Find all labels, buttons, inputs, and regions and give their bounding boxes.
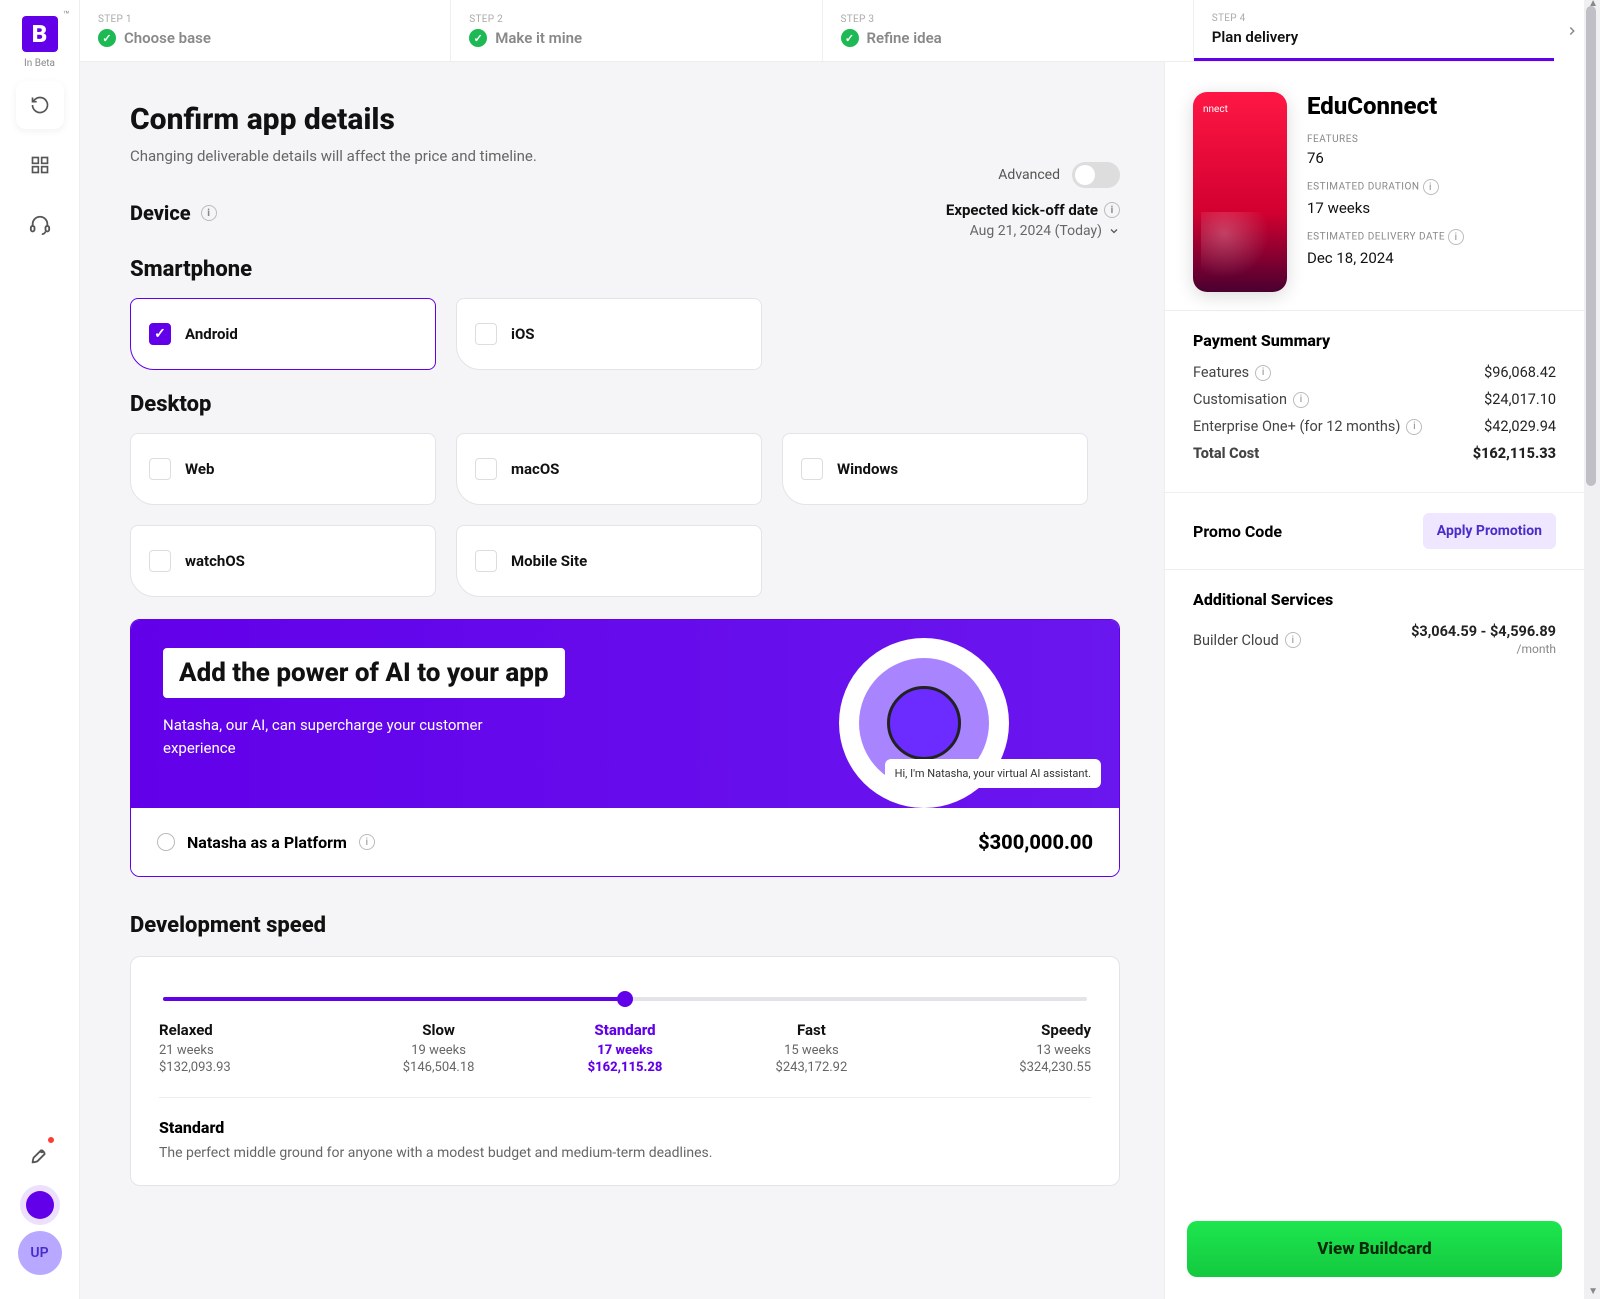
kickoff-date-picker[interactable]: Aug 21, 2024 (Today)	[946, 223, 1120, 239]
check-icon: ✓	[98, 29, 116, 47]
checkbox-icon	[149, 550, 171, 572]
ai-option-label: Natasha as a Platform	[187, 833, 347, 852]
support-button[interactable]	[16, 201, 64, 249]
advanced-toggle-row: Advanced	[998, 162, 1120, 188]
speed-tier-fast[interactable]: Fast 15 weeks $243,172.92	[718, 1021, 904, 1075]
line-enterprise-value: $42,029.94	[1484, 418, 1556, 435]
device-option-mobilesite[interactable]: Mobile Site	[456, 525, 762, 597]
check-icon: ✓	[469, 29, 487, 47]
undo-icon	[30, 95, 50, 115]
speed-card: Relaxed 21 weeks $132,093.93 Slow 19 wee…	[130, 956, 1120, 1186]
duration-value: 17 weeks	[1307, 199, 1464, 217]
launch-button[interactable]	[16, 1131, 64, 1179]
assistant-orb[interactable]	[26, 1191, 54, 1219]
device-option-android[interactable]: ✓ Android	[130, 298, 436, 370]
speed-tier-slow[interactable]: Slow 19 weeks $146,504.18	[345, 1021, 531, 1075]
step-refine-idea[interactable]: STEP 3 ✓Refine idea	[823, 0, 1194, 61]
page-title: Confirm app details	[130, 102, 1120, 137]
check-icon: ✓	[841, 29, 859, 47]
rocket-icon	[29, 1144, 51, 1166]
chevron-right-icon	[1565, 24, 1579, 38]
delivery-label: ESTIMATED DELIVERY DATE i	[1307, 229, 1464, 245]
speed-tier-standard[interactable]: Standard 17 weeks $162,115.28	[532, 1021, 718, 1075]
speed-selected-name: Standard	[159, 1118, 1091, 1137]
undo-button[interactable]	[16, 81, 64, 129]
checkbox-icon	[475, 550, 497, 572]
line-total-value: $162,115.33	[1473, 445, 1556, 462]
smartphone-title: Smartphone	[130, 257, 1120, 282]
beta-badge: In Beta	[24, 58, 55, 69]
info-icon[interactable]: i	[1104, 202, 1120, 218]
checkbox-icon	[475, 323, 497, 345]
scrollbar-thumb[interactable]	[1586, 6, 1596, 486]
delivery-value: Dec 18, 2024	[1307, 249, 1464, 267]
info-icon[interactable]: i	[1423, 179, 1439, 195]
checkbox-icon: ✓	[149, 323, 171, 345]
slider-thumb[interactable]	[617, 991, 633, 1007]
ai-banner-subtitle: Natasha, our AI, can supercharge your cu…	[163, 714, 543, 759]
device-option-watchos[interactable]: watchOS	[130, 525, 436, 597]
advanced-label: Advanced	[998, 167, 1060, 183]
advanced-toggle[interactable]	[1072, 162, 1120, 188]
speed-tier-speedy[interactable]: Speedy 13 weeks $324,230.55	[905, 1021, 1091, 1075]
summary-panel: nnect EduConnect FEATURES 76 ESTIMATED D…	[1164, 62, 1584, 1299]
duration-label: ESTIMATED DURATION i	[1307, 179, 1464, 195]
page-scrollbar[interactable]: ▲ ▼	[1584, 0, 1600, 1299]
ai-banner: Add the power of AI to your app Natasha,…	[130, 619, 1120, 877]
main-content: Confirm app details Changing deliverable…	[80, 62, 1180, 1299]
device-option-windows[interactable]: Windows	[782, 433, 1088, 505]
info-icon[interactable]: i	[1293, 392, 1309, 408]
promo-label: Promo Code	[1193, 522, 1282, 541]
notification-dot	[46, 1135, 56, 1145]
speed-selected-desc: The perfect middle ground for anyone wit…	[159, 1145, 1091, 1161]
line-custom-value: $24,017.10	[1484, 391, 1556, 408]
device-section-title: Device i	[130, 201, 217, 225]
ai-option-radio[interactable]	[157, 833, 175, 851]
view-buildcard-button[interactable]: View Buildcard	[1187, 1221, 1562, 1277]
step-plan-delivery[interactable]: STEP 4 Plan delivery	[1194, 0, 1564, 61]
scroll-down-icon: ▼	[1588, 1286, 1598, 1297]
cloud-price: $3,064.59 - $4,596.89	[1411, 623, 1556, 640]
chevron-down-icon	[1108, 225, 1120, 237]
progress-stepper: STEP 1 ✓Choose base STEP 2 ✓Make it mine…	[80, 0, 1564, 62]
info-icon[interactable]: i	[359, 834, 375, 850]
ai-banner-title: Add the power of AI to your app	[163, 648, 565, 698]
ai-tooltip: Hi, I'm Natasha, your virtual AI assista…	[885, 759, 1101, 788]
device-option-ios[interactable]: iOS	[456, 298, 762, 370]
step-choose-base[interactable]: STEP 1 ✓Choose base	[80, 0, 451, 61]
info-icon[interactable]: i	[1255, 365, 1271, 381]
features-label: FEATURES	[1307, 134, 1464, 145]
app-name: EduConnect	[1307, 92, 1464, 120]
apps-grid-button[interactable]	[16, 141, 64, 189]
headset-icon	[29, 214, 51, 236]
checkbox-icon	[801, 458, 823, 480]
left-rail: B In Beta UP	[0, 0, 80, 1299]
info-icon[interactable]: i	[1448, 229, 1464, 245]
device-option-web[interactable]: Web	[130, 433, 436, 505]
step-make-it-mine[interactable]: STEP 2 ✓Make it mine	[451, 0, 822, 61]
features-value: 76	[1307, 149, 1464, 167]
checkbox-icon	[475, 458, 497, 480]
info-icon[interactable]: i	[201, 205, 217, 221]
cloud-unit: /month	[1517, 642, 1556, 656]
device-option-macos[interactable]: macOS	[456, 433, 762, 505]
kickoff-label: Expected kick-off date i	[946, 201, 1120, 219]
line-features-value: $96,068.42	[1484, 364, 1556, 381]
apply-promotion-button[interactable]: Apply Promotion	[1423, 513, 1556, 549]
ai-option-price: $300,000.00	[978, 830, 1093, 854]
additional-services-title: Additional Services	[1193, 590, 1556, 609]
info-icon[interactable]: i	[1406, 419, 1422, 435]
avatar[interactable]: UP	[18, 1231, 62, 1275]
desktop-title: Desktop	[130, 392, 1120, 417]
speed-slider[interactable]	[163, 993, 1087, 1005]
speed-tier-relaxed[interactable]: Relaxed 21 weeks $132,093.93	[159, 1021, 345, 1075]
checkbox-icon	[149, 458, 171, 480]
payment-summary-title: Payment Summary	[1193, 331, 1556, 350]
info-icon[interactable]: i	[1285, 632, 1301, 648]
app-thumbnail: nnect	[1193, 92, 1287, 292]
grid-icon	[30, 155, 50, 175]
brand-logo[interactable]: B	[22, 16, 58, 52]
speed-title: Development speed	[130, 913, 1120, 938]
page-subtitle: Changing deliverable details will affect…	[130, 147, 1120, 165]
